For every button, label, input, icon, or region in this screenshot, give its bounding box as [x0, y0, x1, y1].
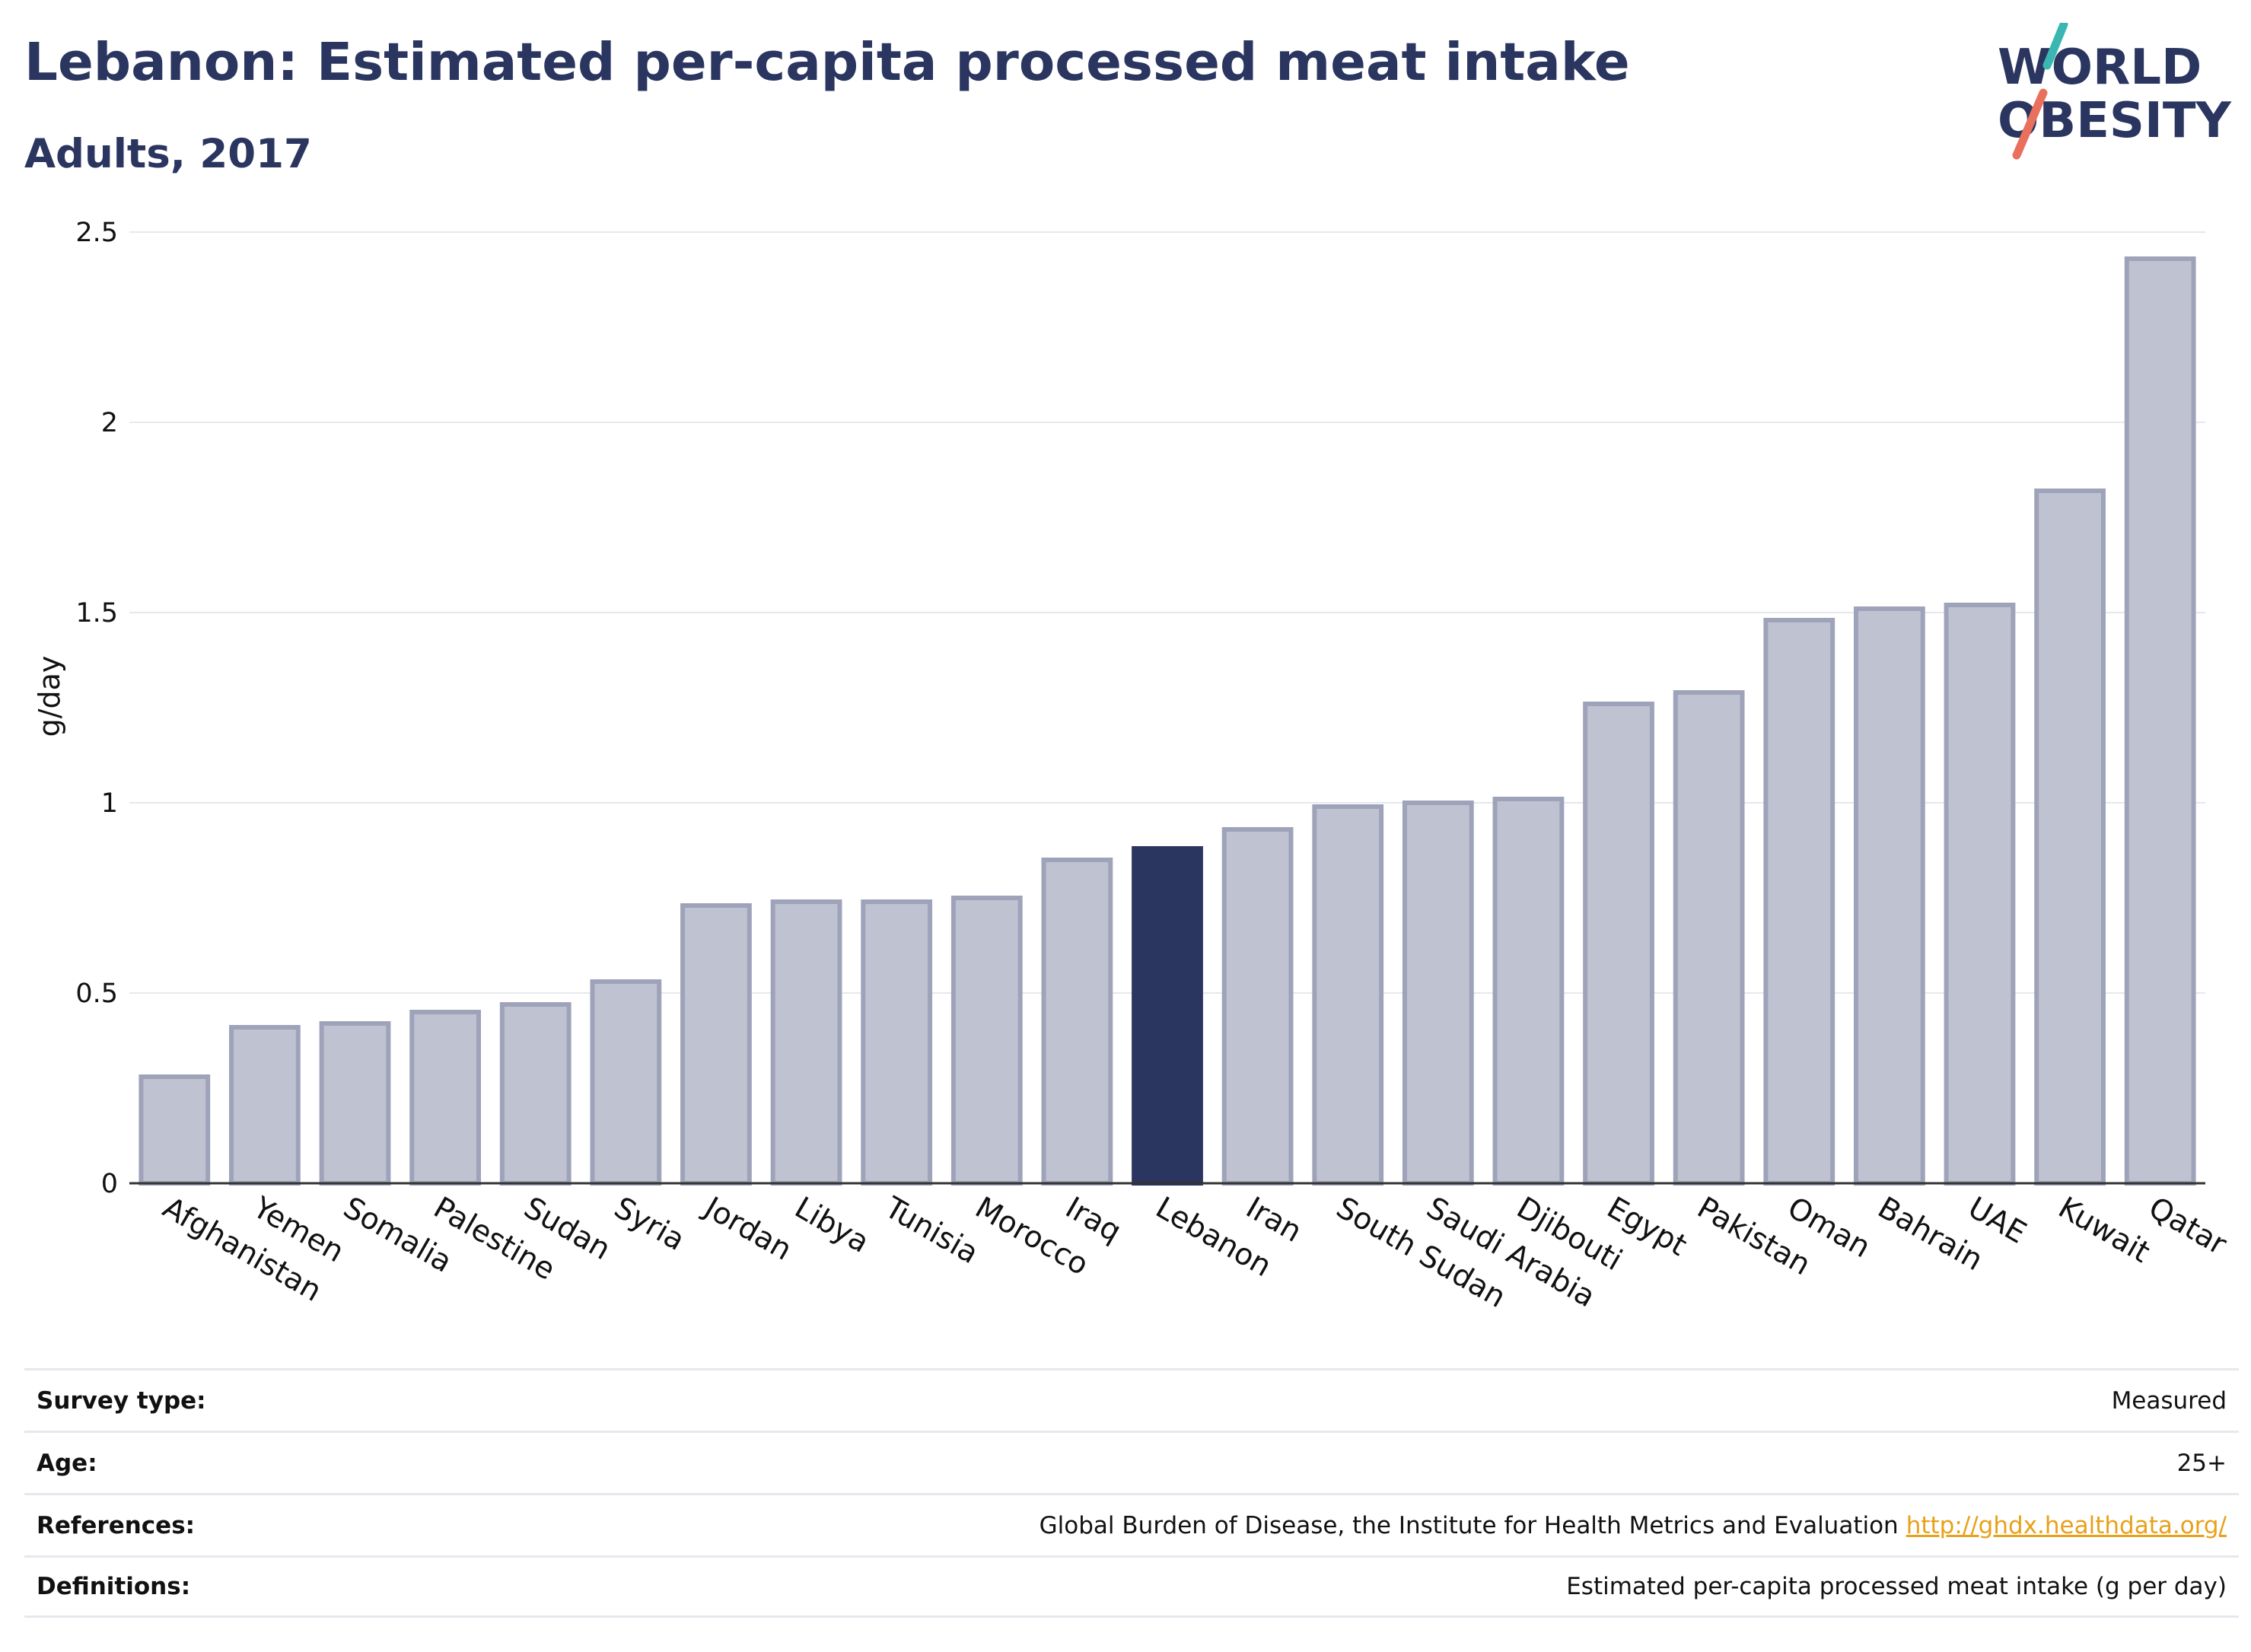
x-category-label: Tunisia: [878, 1190, 984, 1271]
bar-saudi-arabia: [1402, 801, 1474, 1186]
bar-morocco: [950, 896, 1023, 1186]
references-text: Global Burden of Disease, the Institute …: [1039, 1511, 1899, 1539]
bar-jordan: [680, 903, 752, 1186]
bar-qatar: [2124, 256, 2196, 1186]
bar-bahrain: [1853, 606, 1925, 1186]
info-row-definitions: Definitions: Estimated per-capita proces…: [24, 1555, 2239, 1618]
bar-egypt: [1583, 702, 1654, 1186]
logo-slash-teal-icon: [2042, 23, 2068, 70]
x-category-labels: AfghanistanYemenSomaliaPalestineSudanSyr…: [157, 1189, 2233, 1315]
bar-chart: 0 0.5 1 1.5 2 2.5 AfghanistanYemenSomaliaPale…: [33, 218, 2233, 1315]
y-tick-labels: 0 0.5 1 1.5 2 2.5: [75, 218, 118, 1199]
bar-oman: [1763, 618, 1836, 1186]
y-tick-label: 0: [101, 1169, 118, 1199]
bar-syria: [590, 979, 662, 1186]
info-value-references: Global Burden of Disease, the Institute …: [1040, 1512, 2227, 1539]
chart-subtitle: Adults, 2017: [24, 131, 312, 177]
info-table: Survey type: Measured Age: 25+ Reference…: [24, 1368, 2239, 1618]
world-obesity-logo: WORLD OBESITY: [1998, 23, 2231, 160]
x-category-label: Qatar: [2143, 1191, 2233, 1262]
x-category-label: Syria: [608, 1191, 690, 1258]
y-tick-label: 1.5: [75, 598, 118, 629]
bar-kuwait: [2034, 489, 2106, 1186]
bars: [138, 256, 2196, 1186]
bar-lebanon: [1132, 846, 1203, 1186]
info-label: References:: [37, 1511, 196, 1539]
bar-afghanistan: [138, 1074, 211, 1186]
references-link[interactable]: http://ghdx.healthdata.org/: [1906, 1511, 2227, 1539]
y-tick-label: 0.5: [75, 979, 118, 1009]
info-label: Definitions:: [37, 1573, 191, 1600]
x-category-label: Jordan: [696, 1189, 798, 1268]
bar-yemen: [229, 1025, 301, 1186]
bar-palestine: [409, 1010, 482, 1186]
bar-sudan: [499, 1002, 572, 1186]
info-label: Age:: [37, 1449, 97, 1477]
bar-south-sudan: [1312, 804, 1384, 1186]
info-label: Survey type:: [37, 1386, 206, 1415]
logo-line1: WORLD: [1998, 40, 2202, 96]
chart-title: Lebanon: Estimated per-capita processed …: [24, 32, 1630, 93]
info-row-survey-type: Survey type: Measured: [24, 1368, 2239, 1431]
bar-uae: [1944, 603, 2016, 1186]
logo-slash-coral-icon: [2012, 88, 2048, 160]
bar-iran: [1221, 827, 1294, 1186]
info-value: Measured: [2111, 1386, 2227, 1415]
x-category-label: Kuwait: [2052, 1191, 2155, 1270]
bar-djibouti: [1492, 797, 1565, 1186]
x-category-label: Libya: [789, 1191, 875, 1260]
info-value: 25+: [2176, 1449, 2227, 1477]
y-axis-title: g/day: [33, 656, 66, 737]
bar-pakistan: [1673, 690, 1745, 1186]
info-row-references: References: Global Burden of Disease, th…: [24, 1493, 2239, 1555]
bar-iraq: [1041, 858, 1113, 1186]
y-tick-label: 2: [101, 408, 118, 438]
bar-somalia: [319, 1021, 391, 1186]
bar-libya: [770, 899, 842, 1186]
y-tick-label: 1: [101, 788, 118, 819]
y-tick-label: 2.5: [75, 218, 118, 248]
info-row-age: Age: 25+: [24, 1431, 2239, 1493]
bar-tunisia: [861, 899, 933, 1186]
info-value: Estimated per-capita processed meat inta…: [1566, 1573, 2227, 1600]
